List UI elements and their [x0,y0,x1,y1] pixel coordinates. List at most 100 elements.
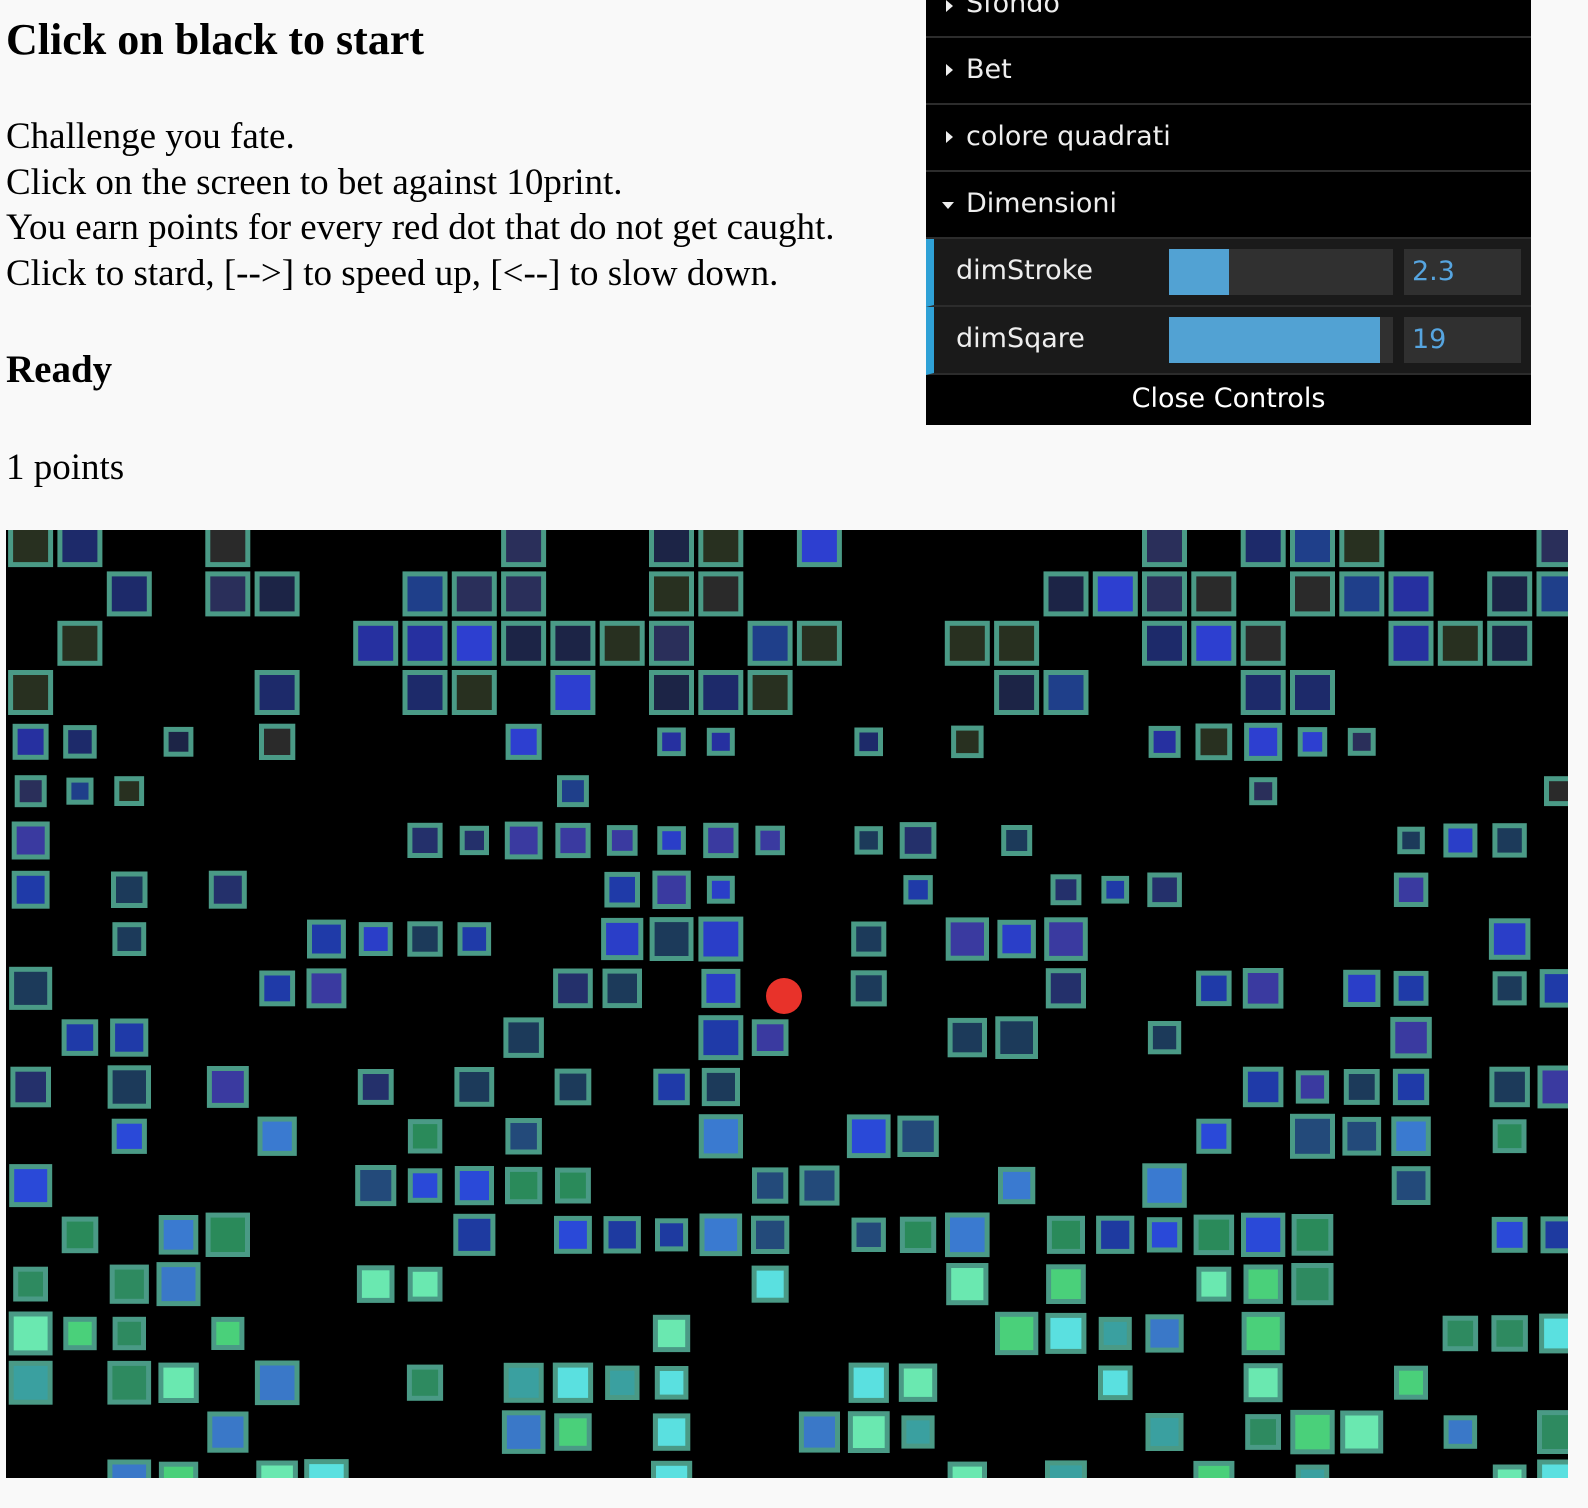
grid-square [407,1168,443,1203]
grid-square [1191,620,1237,666]
grid-square [501,530,547,568]
grid-square [1492,1119,1527,1154]
grid-square [402,620,448,666]
grid-square [1393,970,1429,1006]
grid-square [1044,917,1088,961]
grid-square [505,1118,542,1155]
grid-square [453,1213,496,1256]
grid-square [1347,727,1376,756]
grid-square [554,1215,592,1254]
grid-square [848,1362,889,1403]
grid-square [57,530,103,568]
grid-square [1043,670,1089,715]
grid-square [407,1119,443,1154]
grid-square [701,968,741,1008]
grid-square [407,1266,443,1302]
grid-square [66,777,94,805]
grid-square [657,826,686,855]
grid-square [1488,918,1531,960]
grid-square [1487,620,1533,666]
grid-square [1492,823,1527,858]
grid-square [554,1413,592,1451]
dimstroke-input[interactable]: 2.3 [1404,249,1521,295]
grid-square [854,826,883,855]
grid-square [1147,872,1182,908]
grid-square [11,821,50,860]
grid-square [8,670,54,715]
grid-square [1142,530,1187,568]
grid-square [555,1167,591,1204]
grid-square [1489,1066,1530,1108]
grid-square [12,723,49,760]
grid-square [1443,1415,1478,1449]
grid-square [353,620,399,666]
grid-square [111,871,148,908]
grid-square [406,1364,444,1401]
grid-square [505,1166,543,1205]
grid-square [945,917,990,961]
grid-square [106,571,152,617]
grid-square [257,1116,297,1156]
grid-square [649,670,694,715]
grid-square [796,620,842,666]
grid-square [1098,1316,1132,1351]
triangle-right-icon [946,131,953,143]
grid-square [501,620,547,666]
grid-square [1291,1214,1334,1256]
folder-dimensioni[interactable]: Dimensioni [926,172,1531,239]
grid-square [1393,872,1429,908]
grid-square [946,1263,989,1306]
grid-square [451,571,497,617]
grid-square [1045,1460,1087,1478]
grid-square [944,620,990,666]
game-canvas[interactable] [6,530,1568,1478]
grid-square [706,875,735,904]
dimsqare-input[interactable]: 19 [1404,317,1521,363]
folder-colore-quadrati[interactable]: colore quadrati [926,105,1531,172]
game-grid [8,530,1568,1478]
grid-square [1045,968,1087,1009]
dimsqare-slider[interactable] [1169,317,1393,363]
grid-square [1242,1066,1284,1108]
grid-square [1540,1216,1568,1254]
grid-square [1342,1116,1382,1156]
folder-label: Dimensioni [966,188,1118,219]
folder-sfondo[interactable]: Sfondo [926,0,1531,38]
grid-square [254,571,300,617]
grid-square [699,1213,743,1257]
red-dot [766,978,802,1014]
grid-square [652,1314,691,1353]
grid-square [1297,727,1328,757]
close-controls-button[interactable]: Close Controls [926,375,1531,425]
dimstroke-slider[interactable] [1169,249,1393,295]
controls-panel: Sfondo Bet colore quadrati Dimensioni di… [926,0,1531,425]
control-dimsqare: dimSqare 19 [926,307,1531,375]
grid-square [13,1266,48,1302]
grid-square [1001,825,1033,856]
grid-square [1291,1263,1334,1306]
grid-square [1443,823,1478,858]
grid-square [649,571,694,617]
game-status: Ready [6,348,113,391]
grid-square [1539,969,1568,1008]
grid-square [357,1069,394,1105]
grid-square [1492,971,1527,1006]
grid-square [1391,1166,1431,1206]
grid-square [156,1262,201,1307]
grid-square [61,1019,99,1056]
grid-square [654,1366,689,1400]
grid-square [846,1114,891,1159]
grid-square [1536,530,1568,568]
grid-square [1191,571,1237,617]
grid-square [998,1166,1036,1205]
control-dimstroke: dimStroke 2.3 [926,239,1531,307]
grid-square [109,1264,149,1304]
grid-square [798,1411,841,1453]
grid-square [1096,1215,1135,1254]
grid-square [8,1311,53,1356]
grid-square [61,1216,99,1254]
grid-square [107,1065,151,1109]
folder-bet[interactable]: Bet [926,38,1531,105]
grid-square [306,968,347,1009]
grid-square [1392,1068,1430,1106]
